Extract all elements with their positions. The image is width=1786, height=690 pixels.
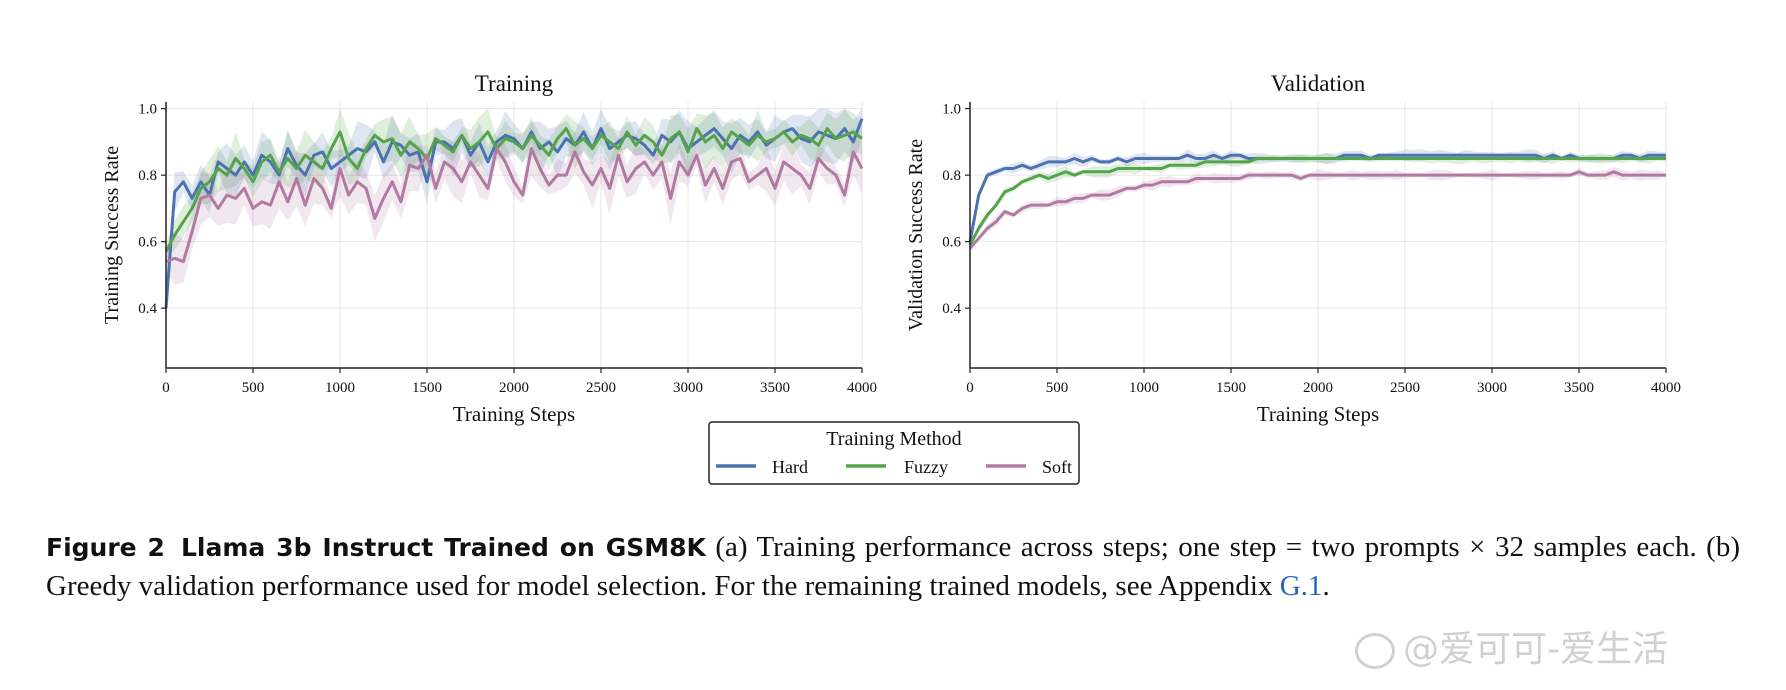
- y-tick-label: 1.0: [942, 102, 961, 118]
- x-tick-label: 500: [1046, 380, 1069, 396]
- x-tick-label: 2500: [1390, 380, 1420, 396]
- legend-label-fuzzy: Fuzzy: [904, 457, 948, 477]
- line-soft: [968, 170, 1666, 250]
- figure-label: Figure 2: [46, 533, 165, 562]
- x-tick-label: 1000: [1129, 380, 1159, 396]
- band-fuzzy: [970, 152, 1666, 247]
- weibo-icon: [1355, 633, 1395, 669]
- x-tick-label: 2000: [499, 380, 529, 396]
- caption-text-end: .: [1322, 570, 1330, 602]
- legend-label-soft: Soft: [1042, 457, 1072, 477]
- training-panel: Training Training Steps Training Success…: [101, 71, 877, 426]
- x-tick-label: 500: [242, 380, 265, 396]
- series-lines: [164, 118, 864, 309]
- y-tick-label: 0.4: [138, 301, 157, 317]
- band-soft: [970, 167, 1666, 252]
- validation-panel: Validation Training Steps Validation Suc…: [905, 71, 1681, 426]
- y-tick-label: 0.6: [138, 235, 157, 251]
- line-soft: [165, 147, 864, 264]
- legend-item-soft: Soft: [986, 457, 1072, 477]
- legend: Training Method Hard Fuzzy Soft: [708, 421, 1080, 485]
- x-tick-label: 3000: [673, 380, 703, 396]
- x-tick-label: 1000: [325, 380, 355, 396]
- x-tick-label: 2000: [1303, 380, 1333, 396]
- grid: [969, 102, 1667, 368]
- x-tick-label: 4000: [1651, 380, 1681, 396]
- x-tick-label: 3000: [1477, 380, 1507, 396]
- legend-item-fuzzy: Fuzzy: [846, 457, 948, 477]
- tick-labels: 0 500 1000 1500 2000 2500 3000 3500 4000 0.4 0.6 0.…: [138, 102, 877, 396]
- y-tick-label: 0.8: [942, 168, 961, 184]
- x-axis-label: Training Steps: [1257, 402, 1379, 426]
- figure-caption: Figure 2 Llama 3b Instruct Trained on GSM…: [46, 528, 1740, 606]
- x-axis-label: Training Steps: [453, 402, 575, 426]
- appendix-link[interactable]: G.1: [1279, 570, 1323, 602]
- legend-title: Training Method: [826, 428, 961, 450]
- x-tick-label: 3500: [1564, 380, 1594, 396]
- x-tick-label: 2500: [586, 380, 616, 396]
- x-tick-label: 0: [162, 380, 170, 396]
- x-tick-label: 1500: [412, 380, 442, 396]
- panel-title: Training: [475, 71, 554, 96]
- y-tick-label: 0.6: [942, 235, 961, 251]
- tick-labels: 0 500 1000 1500 2000 2500 3000 3500 4000 0.4 0.6 0.…: [942, 102, 1681, 396]
- panel-title: Validation: [1271, 71, 1366, 96]
- axes: [965, 102, 1667, 373]
- watermark: @爱可可-爱生活: [1355, 620, 1668, 672]
- caption-text: (a) Training performance across steps; o…: [46, 531, 1740, 602]
- axes: [161, 102, 863, 373]
- y-axis-label: Training Success Rate: [101, 146, 123, 324]
- legend-label-hard: Hard: [772, 457, 808, 477]
- y-axis-label: Validation Success Rate: [905, 139, 927, 331]
- series-lines: [968, 153, 1666, 250]
- y-tick-label: 1.0: [138, 102, 157, 118]
- line-fuzzy: [164, 127, 863, 253]
- x-tick-label: 0: [966, 380, 974, 396]
- y-tick-label: 0.8: [138, 168, 157, 184]
- figure-title: Llama 3b Instruct Trained on GSM8K: [180, 533, 706, 562]
- line-fuzzy: [968, 157, 1666, 246]
- legend-box: [708, 421, 1080, 485]
- x-tick-label: 3500: [760, 380, 790, 396]
- watermark-text: @爱可可-爱生活: [1403, 629, 1668, 670]
- legend-item-hard: Hard: [716, 457, 808, 477]
- x-tick-label: 1500: [1216, 380, 1246, 396]
- y-tick-label: 0.4: [942, 301, 961, 317]
- x-tick-label: 4000: [847, 380, 877, 396]
